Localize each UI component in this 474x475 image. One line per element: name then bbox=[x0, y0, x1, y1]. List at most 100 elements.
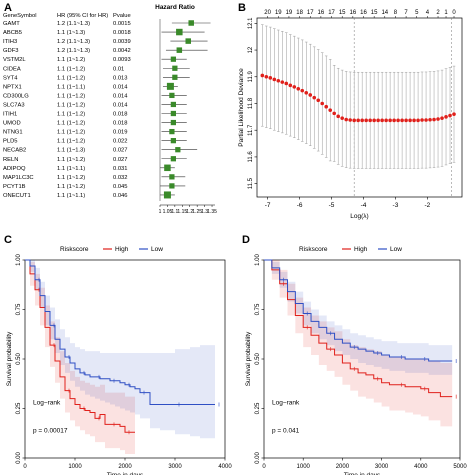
km-y-tick-label: 0.50 bbox=[16, 353, 22, 365]
km-pvalue-label: p = 0.00017 bbox=[33, 427, 68, 434]
forest-pvalue: 0.014 bbox=[113, 102, 128, 108]
lasso-point bbox=[308, 93, 313, 97]
forest-pvalue: 0.027 bbox=[113, 148, 128, 154]
lasso-point bbox=[404, 118, 408, 123]
forest-x-tick-label: 1.2 bbox=[186, 209, 193, 215]
forest-gene-label: NPTX1 bbox=[3, 84, 22, 90]
forest-gene-label: VSTM2L bbox=[3, 57, 26, 63]
lasso-x-tick-label: -2 bbox=[424, 202, 430, 209]
lasso-point bbox=[336, 114, 341, 119]
forest-header-pvalue: Pvalue bbox=[113, 13, 131, 19]
lasso-point bbox=[328, 108, 333, 112]
lasso-top-tick-label: 2 bbox=[436, 10, 440, 16]
lasso-y-tick-label: 11.6 bbox=[248, 151, 254, 163]
lasso-point bbox=[368, 118, 372, 123]
lasso-point bbox=[268, 76, 273, 80]
lasso-point bbox=[300, 88, 305, 93]
forest-gene-label: NTNG1 bbox=[3, 130, 23, 136]
lasso-point bbox=[380, 118, 384, 123]
km-y-label: Survival probability bbox=[245, 331, 252, 386]
lasso-point bbox=[280, 80, 285, 84]
lasso-top-tick-label: 16 bbox=[318, 10, 325, 16]
km-x-tick-label: 4000 bbox=[218, 464, 232, 470]
panel-label-d: D bbox=[242, 234, 250, 246]
panel-label-b: B bbox=[238, 2, 246, 14]
forest-hr-text: 1.1 (1~1.3) bbox=[57, 30, 85, 36]
forest-gene-label: CIDEA bbox=[3, 66, 21, 72]
km-x-tick-label: 1000 bbox=[68, 464, 82, 470]
lasso-y-tick-label: 11.9 bbox=[248, 70, 254, 82]
km-curve-low bbox=[264, 259, 453, 362]
forest-pvalue: 0.0042 bbox=[113, 48, 131, 54]
lasso-point bbox=[264, 74, 269, 79]
forest-pvalue: 0.01 bbox=[113, 66, 124, 72]
forest-gene-label: NECAB2 bbox=[3, 148, 26, 154]
km-plot-d: Riskscore High Low 0 1000 2000 3000 4000 5000 0.0… bbox=[245, 246, 467, 475]
forest-gene-label: UMOD bbox=[3, 121, 21, 127]
forest-gene-label: ABCB5 bbox=[3, 30, 22, 36]
lasso-x-tick-label: -4 bbox=[361, 202, 367, 209]
km-ci-band-high bbox=[25, 260, 135, 455]
forest-pvalue: 0.031 bbox=[113, 166, 128, 172]
forest-pvalue: 0.0093 bbox=[113, 57, 131, 63]
forest-hr-text: 1.1 (1~1.1) bbox=[57, 166, 85, 172]
forest-hr-box bbox=[170, 56, 177, 62]
forest-hr-text: 1.1 (1~1.2) bbox=[57, 102, 85, 108]
lasso-point bbox=[288, 83, 293, 88]
km-y-tick-label: 1.00 bbox=[16, 254, 22, 266]
lasso-top-tick-label: 20 bbox=[264, 10, 271, 16]
km-x-tick-label: 3000 bbox=[375, 464, 389, 470]
lasso-point bbox=[260, 73, 265, 78]
km-y-tick-label: 0.25 bbox=[16, 402, 22, 414]
forest-gene-label: CD300LG bbox=[3, 93, 29, 99]
lasso-point bbox=[284, 81, 289, 86]
km-x-tick-label: 4000 bbox=[414, 464, 428, 470]
lasso-top-tick-label: 5 bbox=[415, 10, 419, 16]
lasso-y-tick-label: 12.1 bbox=[248, 17, 254, 29]
forest-gene-label: SLC7A3 bbox=[3, 102, 25, 108]
forest-gene-label: ADIPOQ bbox=[3, 166, 26, 172]
km-legend-label: Low bbox=[390, 246, 402, 253]
km-y-label: Survival probability bbox=[6, 331, 13, 386]
forest-hr-text: 1.2 (1.1~1.3) bbox=[57, 21, 90, 27]
km-curve-high bbox=[25, 259, 135, 433]
forest-gene-label: ITIH1 bbox=[3, 112, 17, 118]
km-ci-band-low bbox=[264, 260, 453, 375]
lasso-point bbox=[364, 118, 368, 123]
lasso-point bbox=[408, 118, 412, 123]
forest-hr-text: 1.1 (1~1.2) bbox=[57, 57, 85, 63]
lasso-y-tick-label: 11.7 bbox=[248, 124, 254, 136]
lasso-top-tick-label: 18 bbox=[296, 10, 303, 16]
forest-pvalue: 0.045 bbox=[113, 184, 128, 190]
lasso-top-tick-label: 8 bbox=[394, 10, 398, 16]
km-legend-label: Low bbox=[151, 246, 163, 253]
forest-hr-text: 1.1 (1~1.2) bbox=[57, 130, 85, 136]
panel-label-a: A bbox=[4, 2, 12, 14]
forest-hr-box bbox=[169, 128, 175, 135]
lasso-point bbox=[340, 116, 344, 120]
forest-pvalue: 0.019 bbox=[113, 130, 128, 136]
lasso-top-tick-label: 14 bbox=[381, 10, 388, 16]
lasso-top-tick-label: 19 bbox=[275, 10, 282, 16]
lasso-top-tick-label: 16 bbox=[350, 10, 357, 16]
forest-gene-label: SYT4 bbox=[3, 75, 18, 81]
lasso-top-tick-label: 1 bbox=[444, 10, 448, 16]
lasso-point bbox=[440, 116, 444, 120]
forest-hr-box bbox=[169, 92, 175, 99]
lasso-point bbox=[372, 118, 376, 123]
km-pvalue-label: p = 0.041 bbox=[272, 427, 300, 434]
forest-hr-text: 1.1 (1~1.2) bbox=[57, 112, 85, 118]
forest-hr-box bbox=[170, 138, 177, 144]
lasso-point bbox=[428, 117, 432, 122]
km-y-tick-label: 0.00 bbox=[255, 452, 261, 464]
forest-title: Hazard Ratio bbox=[155, 4, 195, 11]
km-x-tick-label: 5000 bbox=[453, 464, 467, 470]
forest-header-gene: GeneSymbol bbox=[3, 13, 37, 19]
forest-hr-box bbox=[170, 110, 177, 117]
forest-hr-text: 1.1 (1~1.2) bbox=[57, 139, 85, 145]
lasso-point bbox=[416, 118, 420, 123]
forest-hr-box bbox=[172, 65, 178, 71]
forest-hr-text: 1.1 (1~1.2) bbox=[57, 66, 85, 72]
lasso-point bbox=[388, 118, 392, 123]
